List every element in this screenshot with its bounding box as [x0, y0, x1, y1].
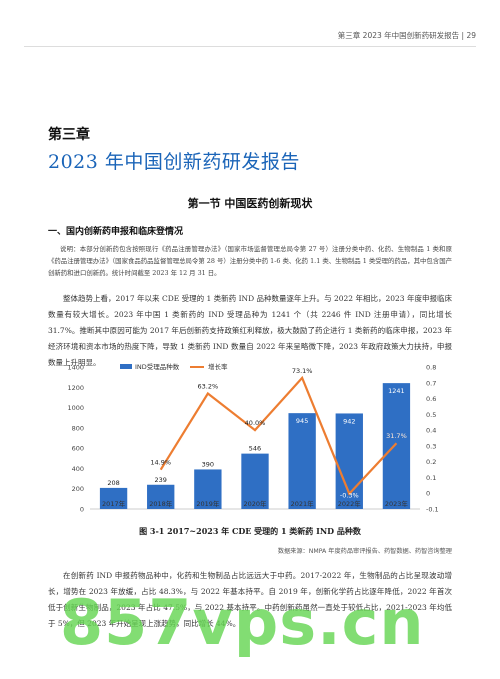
legend-bar-label: IND受理品种数: [135, 362, 180, 371]
figure-source: 数据来源：NMPA 年度药品审评报告、药智数据、药智咨询整理: [277, 548, 452, 555]
header-divider: [24, 46, 476, 47]
chapter-title: 2023 年中国创新药研发报告: [48, 151, 300, 173]
bar-value-label: 1241: [388, 387, 405, 395]
y-right-tick-label: 0.8: [426, 364, 436, 372]
bar: [147, 484, 175, 509]
legend-bar-swatch: [120, 364, 132, 369]
y-left-tick-label: 400: [72, 465, 84, 473]
y-left-tick-label: 600: [72, 445, 84, 453]
y-right-tick-label: 0: [426, 490, 430, 498]
y-left-tick-label: 1000: [67, 404, 84, 412]
running-header: 第三章 2023 年中国创新药研发报告 | 29: [337, 31, 476, 40]
figure-caption: 图 3-1 2017~2023 年 CDE 受理的 1 类新药 IND 品种数: [139, 526, 361, 536]
x-tick-label: 2020年: [243, 499, 267, 508]
bar: [288, 413, 316, 509]
x-tick-label: 2022年: [338, 499, 362, 508]
bar-value-label: 239: [155, 476, 167, 484]
bar-value-label: 942: [343, 417, 355, 425]
growth-rate-label: 63.2%: [198, 383, 219, 391]
y-left-tick-label: 1400: [67, 364, 84, 372]
y-right-tick-label: 0.3: [426, 442, 436, 450]
note-paragraph: 说明：本部分创新药包含按照现行《药品注册管理办法》（国家市场监督管理总局令第 2…: [48, 245, 452, 277]
legend-line-label: 增长率: [208, 362, 228, 371]
x-tick-label: 2017年: [102, 499, 126, 508]
x-tick-label: 2021年: [291, 499, 315, 508]
bar: [194, 469, 222, 509]
chart-svg: 0 200 400 600 800 1000 1200 1400 -0.1 0 0.1 0.2 0.3 0…: [67, 362, 439, 514]
x-tick-label: 2018年: [149, 499, 173, 508]
y-left-tick-label: 1200: [67, 384, 84, 392]
y-right-tick-label: 0.2: [426, 458, 436, 466]
body-paragraph-1: 整体趋势上看，2017 年以来 CDE 受理的 1 类新药 IND 品种数量逐年…: [48, 294, 452, 367]
growth-rate-line: [159, 375, 398, 496]
subsection-title: 一、国内创新药申报和临床登情况: [48, 227, 184, 237]
y-left-tick-label: 200: [72, 485, 84, 493]
ind-bar-line-chart: 0 200 400 600 800 1000 1200 1400 -0.1 0 0.1 0.2 0.3 0…: [48, 357, 452, 517]
y-right-tick-label: 0.7: [426, 379, 436, 387]
bar: [382, 383, 411, 509]
y-right-tick-label: 0.1: [426, 474, 436, 482]
y-right-tick-label: -0.1: [426, 506, 439, 514]
growth-rate-label: -0.3%: [340, 492, 359, 500]
y-left-tick-label: 800: [72, 424, 84, 432]
bar-value-label: 208: [107, 479, 119, 487]
y-right-tick-label: 0.6: [426, 395, 436, 403]
section-title: 第一节 中国医药创新现状: [187, 197, 313, 210]
growth-rate-label: 14.9%: [150, 459, 171, 467]
y-right-tick-label: 0.5: [426, 411, 436, 419]
y-right-tick-label: 0.4: [426, 427, 436, 435]
bar: [99, 487, 128, 509]
bar-value-label: 546: [249, 445, 261, 453]
growth-rate-label: 40.0%: [245, 419, 266, 427]
growth-rate-label: 31.7%: [386, 432, 407, 440]
body-paragraph-2: 在创新药 IND 申报药物品种中，化药和生物制品占比远远大于中药。2017-20…: [48, 571, 452, 628]
bar-value-label: 945: [296, 417, 308, 425]
growth-rate-label: 73.1%: [292, 367, 313, 375]
x-tick-label: 2019年: [196, 499, 220, 508]
x-tick-label: 2023年: [385, 499, 409, 508]
watermark-logo: 857vps.cn: [60, 586, 425, 659]
bar: [241, 453, 269, 509]
y-left-tick-label: 0: [80, 506, 84, 514]
chapter-label: 第三章: [48, 127, 90, 143]
bar-value-label: 390: [202, 460, 214, 468]
